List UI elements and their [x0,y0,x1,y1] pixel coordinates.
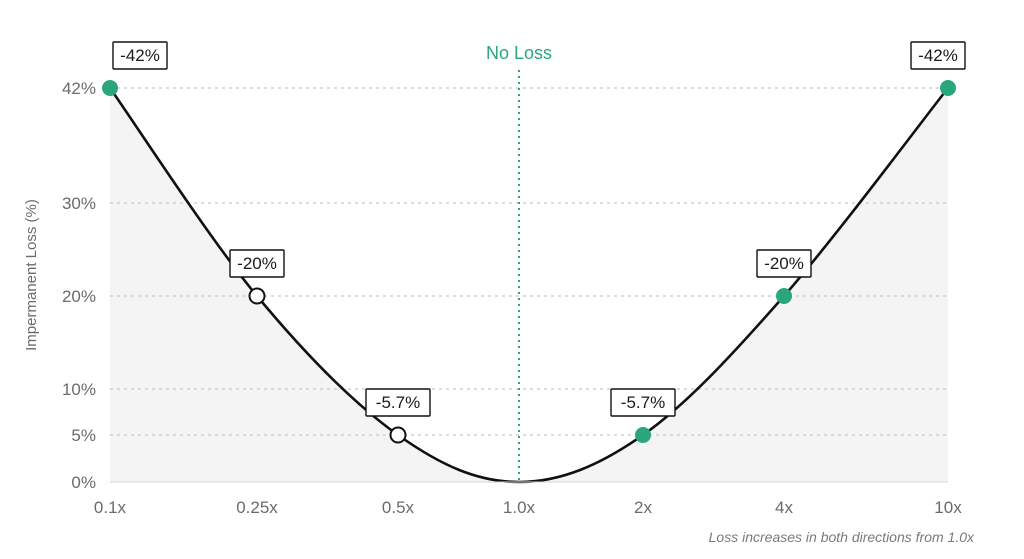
annotation-label: -20% [764,254,804,273]
y-tick-label: 0% [71,473,96,492]
y-tick-label: 5% [71,426,96,445]
plot-upper-region [110,88,948,482]
data-point-filled [940,80,956,96]
x-tick-label: 4x [775,498,793,517]
x-tick-label: 1.0x [503,498,536,517]
plot-fill-layer [110,88,948,482]
annotation-box [229,249,285,278]
x-tick-label: 0.5x [382,498,415,517]
x-tick-label: 10x [934,498,962,517]
y-tick-label: 30% [62,194,96,213]
y-tick-label: 10% [62,380,96,399]
annotation-label: -42% [120,46,160,65]
y-axis-label: Impermanent Loss (%) [23,199,40,351]
annotation-label: -42% [918,46,958,65]
x-tick-label: 0.1x [94,498,127,517]
chart-caption: Loss increases in both directions from 1… [709,529,975,545]
annotations-layer: -42% -20% -5.7% -5.7% -20% -42% [112,41,966,417]
y-tick-label: 20% [62,287,96,306]
markers-layer [102,80,956,444]
data-point-hollow [248,287,266,305]
y-tick-label: 42% [62,79,96,98]
annotation-box [610,388,676,417]
data-point-filled [102,80,118,96]
annotation-box [365,388,431,417]
annotation-box [910,41,966,70]
x-tick-label: 0.25x [236,498,278,517]
annotation-label: -5.7% [376,393,420,412]
annotation-box [112,41,168,70]
annotation-label: -5.7% [621,393,665,412]
axes-layer: 0% 5% 10% 20% 30% 42% 0.1x 0.25x 0.5x 1.0x 2x 4x 10x [62,79,962,517]
data-point-filled [635,427,651,443]
annotation-label: -20% [237,254,277,273]
data-point-hollow [389,426,407,444]
no-loss-label: No Loss [486,43,552,63]
annotation-box [756,249,812,278]
data-point-filled [776,288,792,304]
x-tick-label: 2x [634,498,652,517]
